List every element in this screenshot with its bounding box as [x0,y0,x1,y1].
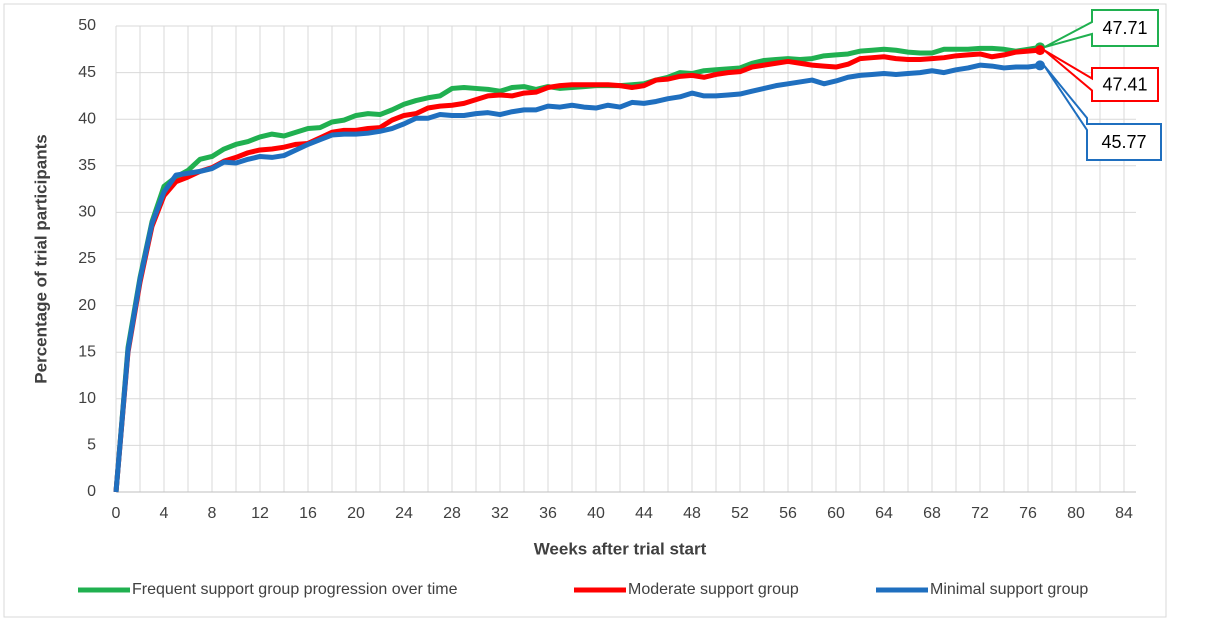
x-tick-label: 84 [1115,505,1133,522]
x-tick-label: 64 [875,505,893,522]
x-tick-label: 68 [923,505,941,522]
x-axis-title: Weeks after trial start [534,539,707,558]
x-tick-label: 0 [112,505,121,522]
x-tick-label: 20 [347,505,365,522]
y-tick-label: 40 [78,110,96,127]
callout-label: 47.71 [1102,18,1147,38]
x-tick-label: 44 [635,505,653,522]
legend-label: Frequent support group progression over … [132,581,458,598]
x-tick-label: 24 [395,505,413,522]
x-tick-label: 36 [539,505,557,522]
x-tick-label: 72 [971,505,989,522]
x-tick-label: 52 [731,505,749,522]
x-tick-label: 76 [1019,505,1037,522]
callout-box [1043,9,1159,49]
end-marker [1035,60,1045,71]
x-tick-label: 32 [491,505,509,522]
legend-label: Minimal support group [930,581,1088,598]
x-tick-label: 16 [299,505,317,522]
x-tick-label: 60 [827,505,845,522]
chart-border [3,3,1167,618]
callout-label: 47.41 [1102,74,1147,94]
x-tick-label: 80 [1067,505,1085,522]
x-tick-label: 56 [779,505,797,522]
x-tick-label: 28 [443,505,461,522]
end-marker [1035,45,1045,56]
x-tick-label: 12 [251,505,269,522]
x-tick-label: 4 [160,505,169,522]
series-line [113,47,1041,493]
y-tick-label: 45 [78,64,96,81]
y-tick-label: 5 [87,437,96,454]
callout-label: 45.77 [1101,132,1146,152]
y-tick-label: 50 [78,17,96,34]
y-tick-label: 30 [78,204,96,221]
callout-box [1043,49,1159,102]
y-axis-title: Percentage of trial participants [31,134,50,383]
callout-box [1043,64,1162,161]
x-tick-label: 8 [208,505,217,522]
y-tick-label: 10 [78,390,96,407]
y-tick-label: 25 [78,250,96,267]
x-tick-label: 40 [587,505,605,522]
y-tick-label: 15 [78,343,96,360]
series-line [113,62,1041,493]
x-tick-label: 48 [683,505,701,522]
y-tick-label: 20 [78,297,96,314]
legend-label: Moderate support group [628,581,799,598]
y-tick-label: 0 [87,483,96,500]
y-tick-label: 35 [78,157,96,174]
